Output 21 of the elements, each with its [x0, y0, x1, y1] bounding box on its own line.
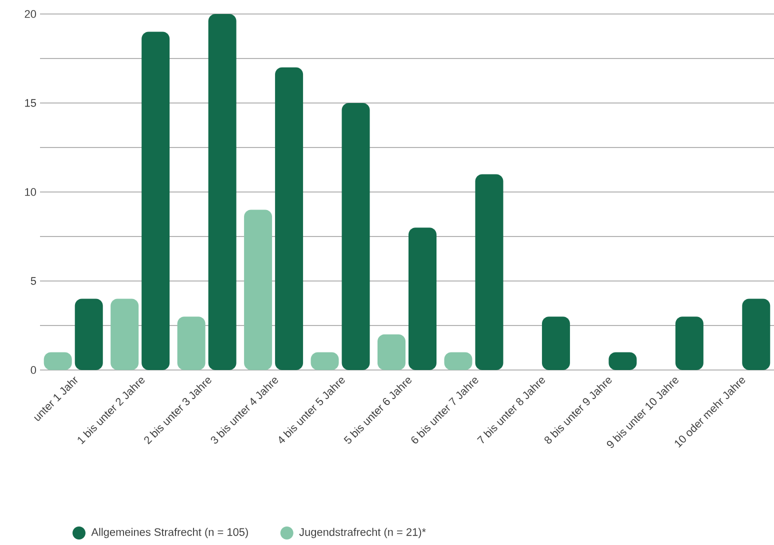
- bar: [74, 298, 103, 370]
- bar: [208, 14, 236, 370]
- bar: [244, 210, 272, 370]
- y-tick-label: 10: [25, 188, 36, 196]
- bar: [342, 103, 370, 370]
- bar: [378, 334, 406, 370]
- bar: [742, 298, 770, 370]
- y-tick-label: 0: [30, 366, 36, 374]
- bar: [675, 316, 704, 370]
- bar: [408, 228, 437, 370]
- legend-label: Allgemeines Strafrecht (n = 105): [91, 528, 248, 538]
- bar: [275, 67, 304, 370]
- y-tick-label: 20: [24, 10, 36, 18]
- bar: [475, 174, 504, 370]
- legend-label: Jugendstrafrecht (n = 21)*: [299, 528, 426, 538]
- bar: [177, 316, 206, 370]
- bar: [142, 32, 170, 370]
- bar: [110, 298, 139, 370]
- bar: [542, 316, 570, 370]
- y-tick-label: 15: [25, 99, 36, 107]
- y-tick-label: 5: [30, 277, 36, 285]
